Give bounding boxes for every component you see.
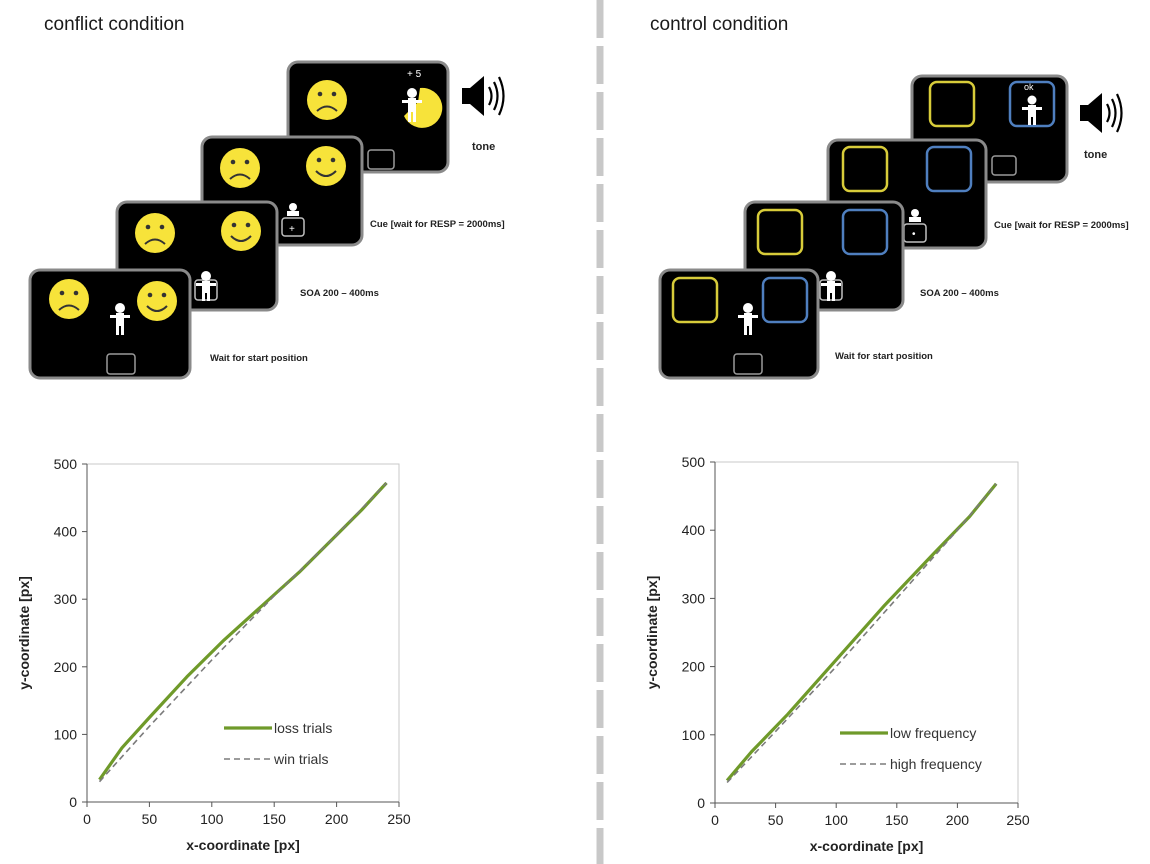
series-line-high-frequency (726, 483, 997, 784)
blue-target-box (1008, 80, 1056, 128)
feedback-points-text: + 5 (407, 69, 422, 80)
x-tick-label: 100 (200, 811, 224, 827)
yellow-target-box (928, 80, 976, 128)
legend-label: win trials (273, 751, 328, 767)
y-tick-label: 300 (682, 590, 706, 606)
x-tick-label: 50 (768, 812, 784, 828)
conflict-trajectory-chart: 0 50 100 150 200 250 0 100 200 300 400 500 x-coordin… (16, 456, 411, 853)
blue-target-box (761, 276, 809, 324)
cue-label: Cue [wait for RESP = 2000ms] (370, 219, 505, 230)
speaker-icon (462, 76, 505, 116)
feedback-ok-text: ok (1024, 82, 1034, 92)
conflict-cue-screen: + (200, 135, 364, 247)
series-line-loss-trials (98, 481, 388, 781)
y-tick-label: 100 (54, 726, 78, 742)
tone-label: tone (472, 141, 495, 153)
control-wait-screen (658, 268, 820, 380)
x-axis-label: x-coordinate [px] (186, 837, 300, 853)
avatar-figure-icon (402, 88, 422, 122)
x-tick-label: 50 (142, 811, 158, 827)
happy-face-icon (306, 146, 346, 186)
wait-label: Wait for start position (210, 353, 308, 364)
yellow-target-box (756, 208, 804, 256)
start-box-icon (281, 217, 305, 237)
y-tick-label: 300 (54, 591, 78, 607)
start-box-icon (991, 155, 1017, 176)
y-tick-label: 500 (54, 456, 78, 472)
x-tick-label: 250 (1006, 812, 1030, 828)
happy-face-icon (137, 281, 177, 321)
start-box-icon (367, 149, 395, 170)
y-tick-label: 200 (682, 659, 706, 675)
tone-label: tone (1084, 149, 1107, 161)
soa-label: SOA 200 – 400ms (300, 288, 379, 299)
y-tick-label: 100 (682, 727, 706, 743)
y-tick-label: 400 (682, 522, 706, 538)
yellow-target-box (671, 276, 719, 324)
x-axis-label: x-coordinate [px] (810, 838, 924, 854)
y-tick-label: 200 (54, 659, 78, 675)
blue-target-box (841, 208, 889, 256)
x-tick-label: 150 (263, 811, 287, 827)
x-tick-label: 250 (387, 811, 411, 827)
control-screen-sequence: ok tone • Cue [wait for RESP = 2000ms] (658, 74, 1129, 380)
start-box-icon (106, 353, 136, 375)
sad-face-icon (49, 279, 89, 319)
y-tick-label: 0 (69, 794, 77, 810)
avatar-figure-icon (110, 303, 130, 335)
start-box-icon (733, 353, 763, 375)
conflict-condition-heading: conflict condition (44, 14, 185, 35)
blue-target-box (925, 145, 973, 193)
conflict-wait-screen (28, 268, 192, 380)
cue-marker: + (289, 224, 295, 235)
y-tick-label: 0 (697, 795, 705, 811)
y-tick-label: 500 (682, 454, 706, 470)
avatar-figure-icon (1022, 95, 1042, 125)
y-tick-label: 400 (54, 524, 78, 540)
soa-label: SOA 200 – 400ms (920, 288, 999, 299)
x-tick-label: 200 (325, 811, 349, 827)
happy-face-icon (221, 211, 261, 251)
cue-label: Cue [wait for RESP = 2000ms] (994, 220, 1129, 231)
control-condition-heading: control condition (650, 14, 789, 35)
control-trajectory-chart: 0 50 100 150 200 250 0 100 200 300 400 500 x-coordin… (644, 454, 1030, 854)
conflict-screen-sequence: + 5 tone + Cue [wait for RESP = 2000ms] (28, 60, 505, 380)
series-line-win-trials (98, 482, 388, 783)
sad-face-icon (307, 80, 347, 120)
x-tick-label: 200 (946, 812, 970, 828)
x-tick-label: 150 (885, 812, 909, 828)
legend-label: high frequency (890, 756, 982, 772)
avatar-figure-icon (909, 209, 921, 222)
avatar-figure-icon (821, 271, 841, 301)
x-tick-label: 0 (83, 811, 91, 827)
sad-face-icon (220, 148, 260, 188)
x-tick-label: 0 (711, 812, 719, 828)
plot-frame (86, 463, 400, 803)
wait-label: Wait for start position (835, 351, 933, 362)
speaker-icon (1080, 93, 1123, 133)
y-axis-label: y-coordinate [px] (644, 576, 660, 690)
avatar-figure-icon (738, 303, 758, 335)
x-tick-label: 100 (825, 812, 849, 828)
yellow-target-box (841, 145, 889, 193)
y-axis-label: y-coordinate [px] (16, 576, 32, 690)
panel-divider (596, 0, 604, 864)
legend-label: loss trials (274, 720, 332, 736)
avatar-figure-icon (196, 271, 216, 301)
cue-marker: • (912, 229, 916, 240)
sad-face-icon (135, 213, 175, 253)
legend-label: low frequency (890, 725, 976, 741)
avatar-figure-icon (287, 203, 299, 216)
